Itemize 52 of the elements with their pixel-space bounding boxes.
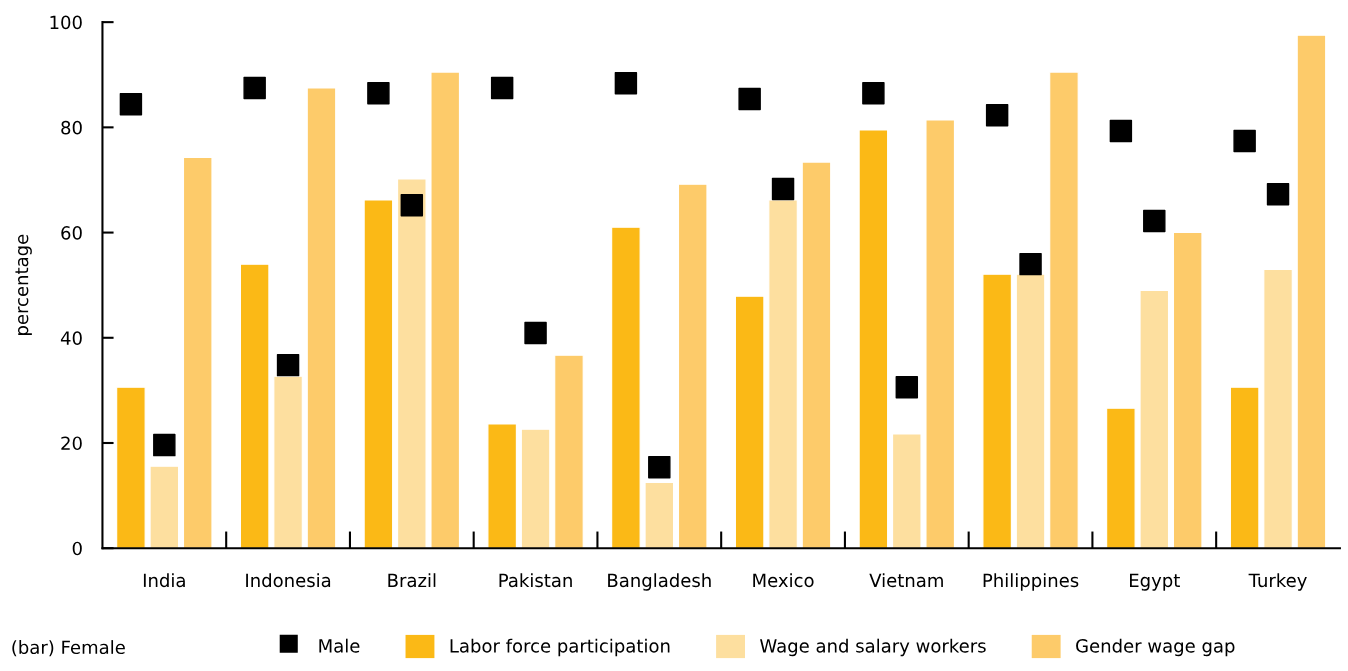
- x-tick-label: Bangladesh: [608, 573, 711, 591]
- bar: [892, 433, 922, 549]
- bar: [768, 199, 798, 549]
- legend-label: Gender wage gap: [1076, 638, 1235, 657]
- x-tick-label: Indonesia: [246, 573, 331, 588]
- bar: [487, 423, 517, 549]
- x-tick-label: Brazil: [388, 573, 436, 588]
- bar: [1263, 268, 1293, 549]
- y-tick-label: 80: [61, 120, 82, 135]
- bar: [1015, 273, 1046, 549]
- bar: [644, 481, 675, 549]
- bar: [858, 129, 889, 549]
- bar: [677, 183, 708, 549]
- bar: [116, 386, 146, 549]
- bar: [925, 119, 955, 549]
- bar: [239, 263, 270, 549]
- x-tick-label: Mexico: [753, 573, 814, 588]
- y-tick-label: 40: [60, 331, 82, 345]
- bar: [1049, 71, 1079, 549]
- bar: [273, 375, 303, 549]
- x-tick-label: India: [143, 573, 185, 588]
- x-tick-label: Turkey: [1248, 573, 1307, 591]
- bar: [611, 226, 641, 549]
- legend-label: Male: [319, 638, 360, 653]
- bar: [734, 295, 765, 549]
- bar: [397, 178, 427, 549]
- bar: [1229, 386, 1260, 549]
- x-tick-label: Pakistan: [499, 573, 572, 588]
- x-tick-label: Vietnam: [869, 573, 943, 588]
- bar: [149, 465, 180, 549]
- bar: [1296, 34, 1327, 549]
- bar: [554, 354, 584, 549]
- bar: [306, 87, 337, 549]
- y-tick-label: 0: [72, 541, 82, 556]
- bar: [430, 71, 461, 549]
- x-tick-label: Egypt: [1130, 573, 1180, 591]
- legend-title: (bar) Female: [12, 640, 125, 657]
- bar: [363, 199, 394, 549]
- bar: [982, 273, 1012, 549]
- y-tick-label: 100: [50, 15, 82, 30]
- y-tick-label: 20: [61, 436, 82, 451]
- legend-label: Labor force participation: [450, 638, 670, 657]
- y-tick-label: 60: [61, 226, 82, 240]
- legend-label: Wage and salary workers: [760, 638, 986, 657]
- bar: [1172, 232, 1203, 549]
- bar: [182, 156, 213, 549]
- x-tick-label: Philippines: [983, 573, 1079, 591]
- y-axis-title: percentage: [15, 234, 32, 335]
- bar: [1139, 289, 1170, 549]
- bar: [520, 428, 551, 549]
- bar: [1106, 407, 1136, 549]
- bar: [801, 161, 832, 549]
